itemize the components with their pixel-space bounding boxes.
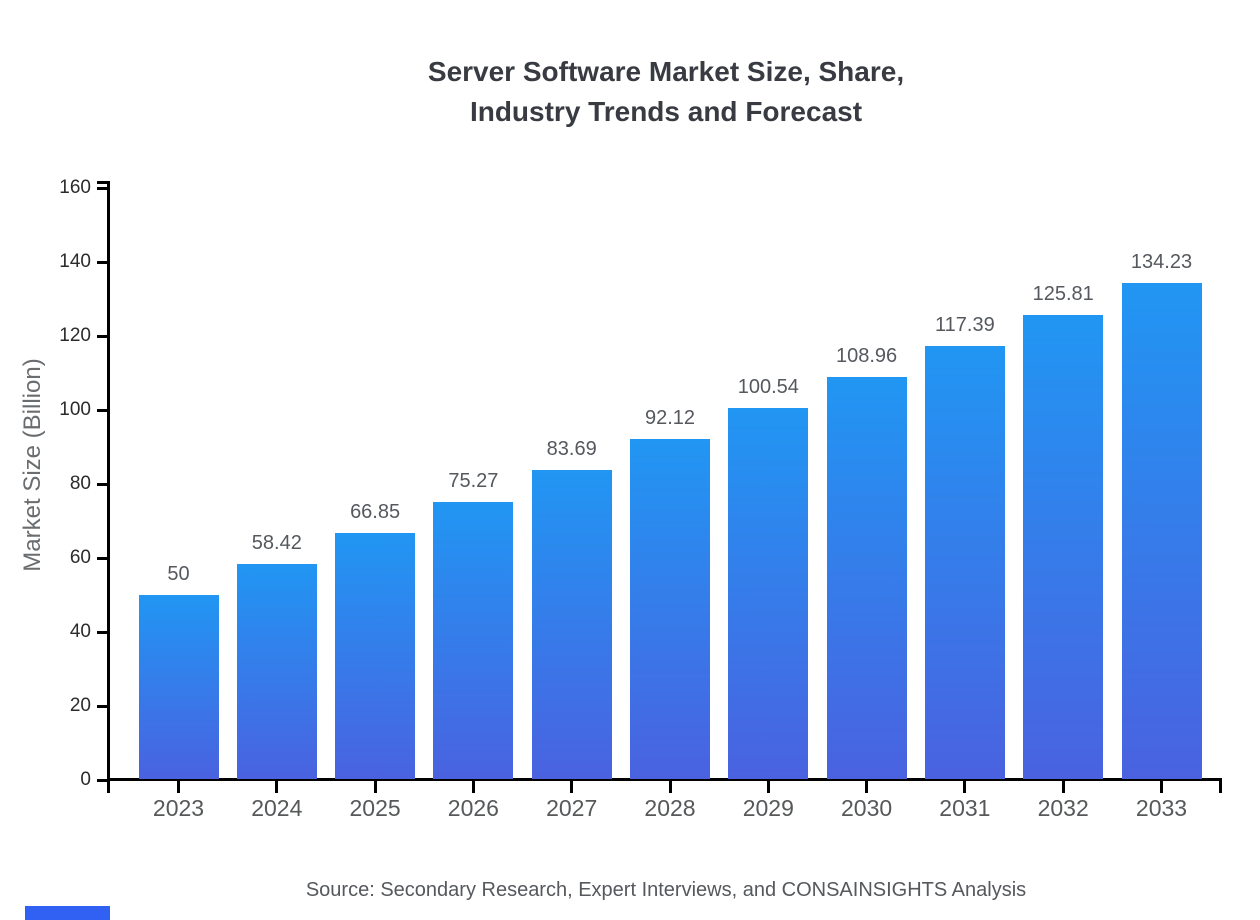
x-tick	[1061, 780, 1065, 793]
bar	[924, 345, 1005, 779]
bar-value-label: 66.85	[350, 500, 401, 523]
y-tick-label: 160	[59, 177, 91, 198]
y-tick	[97, 483, 107, 486]
y-tick	[97, 557, 107, 560]
bar-value-label: 92.12	[644, 407, 696, 430]
y-tick-label: 100	[59, 399, 91, 420]
bar	[1121, 283, 1202, 779]
bar-value-label: 125.81	[1032, 282, 1094, 305]
x-tick-label: 2023	[152, 795, 205, 821]
bar	[1023, 314, 1104, 779]
chart-title: Server Software Market Size, Share, Indu…	[110, 52, 1222, 132]
y-tick-label: 0	[80, 769, 91, 790]
bar	[826, 376, 907, 779]
y-tick	[97, 779, 107, 782]
y-axis-line	[107, 181, 110, 793]
x-tick	[177, 780, 180, 793]
y-tick-label: 60	[69, 547, 91, 568]
x-tick	[275, 780, 279, 793]
y-tick	[97, 705, 107, 708]
bar	[728, 408, 809, 779]
y-tick	[97, 261, 107, 264]
x-tick-label: 2032	[1037, 795, 1089, 821]
x-tick	[766, 780, 770, 793]
x-tick-label: 2027	[546, 795, 598, 821]
x-tick	[471, 780, 475, 793]
bar-value-label: 134.23	[1130, 251, 1193, 274]
x-tick	[570, 780, 574, 793]
x-tick-label: 2028	[644, 795, 696, 821]
y-tick-label: 40	[69, 621, 91, 642]
chart-title-line2: Industry Trends and Forecast	[469, 96, 863, 127]
y-axis-title: Market Size (Billion)	[19, 358, 46, 572]
x-tick	[373, 780, 377, 793]
x-tick-label: 2026	[447, 795, 499, 821]
y-tick-label: 80	[69, 473, 91, 494]
y-tick	[97, 335, 107, 338]
x-tick-label: 2024	[251, 795, 303, 821]
x-tick-label: 2025	[349, 795, 401, 821]
x-tick	[963, 780, 967, 793]
x-axis-line	[107, 778, 1222, 781]
bar-value-label: 117.39	[935, 313, 995, 336]
bar	[531, 470, 612, 779]
y-tick	[97, 631, 107, 634]
y-tick-label: 120	[59, 325, 91, 346]
bar	[335, 532, 416, 779]
x-tick-label: 2029	[742, 795, 794, 821]
bar	[236, 563, 317, 779]
bar-value-label: 50	[167, 563, 190, 585]
x-tick	[1160, 780, 1163, 793]
y-tick-label: 140	[59, 251, 91, 272]
bar-value-label: 58.42	[251, 531, 302, 554]
bar	[433, 501, 514, 779]
x-tick	[865, 780, 869, 793]
bar-value-label: 75.27	[448, 469, 499, 492]
chart-title-line1: Server Software Market Size, Share,	[427, 56, 905, 87]
source-note: Source: Secondary Research, Expert Inter…	[305, 879, 1027, 901]
y-tick	[97, 187, 107, 190]
y-tick-label: 20	[69, 695, 91, 716]
brand-mark	[25, 906, 110, 920]
x-tick	[668, 780, 672, 793]
y-tick	[97, 409, 107, 412]
bar-value-label: 108.96	[836, 344, 898, 367]
bar	[630, 439, 710, 779]
bar-value-label: 83.69	[546, 438, 597, 461]
x-tick-label: 2033	[1135, 795, 1188, 821]
x-axis-end-tick	[1219, 780, 1222, 793]
y-axis-end-tick	[97, 181, 107, 184]
bar	[138, 595, 219, 779]
bar-value-label: 100.54	[737, 376, 799, 398]
x-tick-label: 2030	[841, 795, 893, 821]
x-tick-label: 2031	[939, 795, 991, 821]
